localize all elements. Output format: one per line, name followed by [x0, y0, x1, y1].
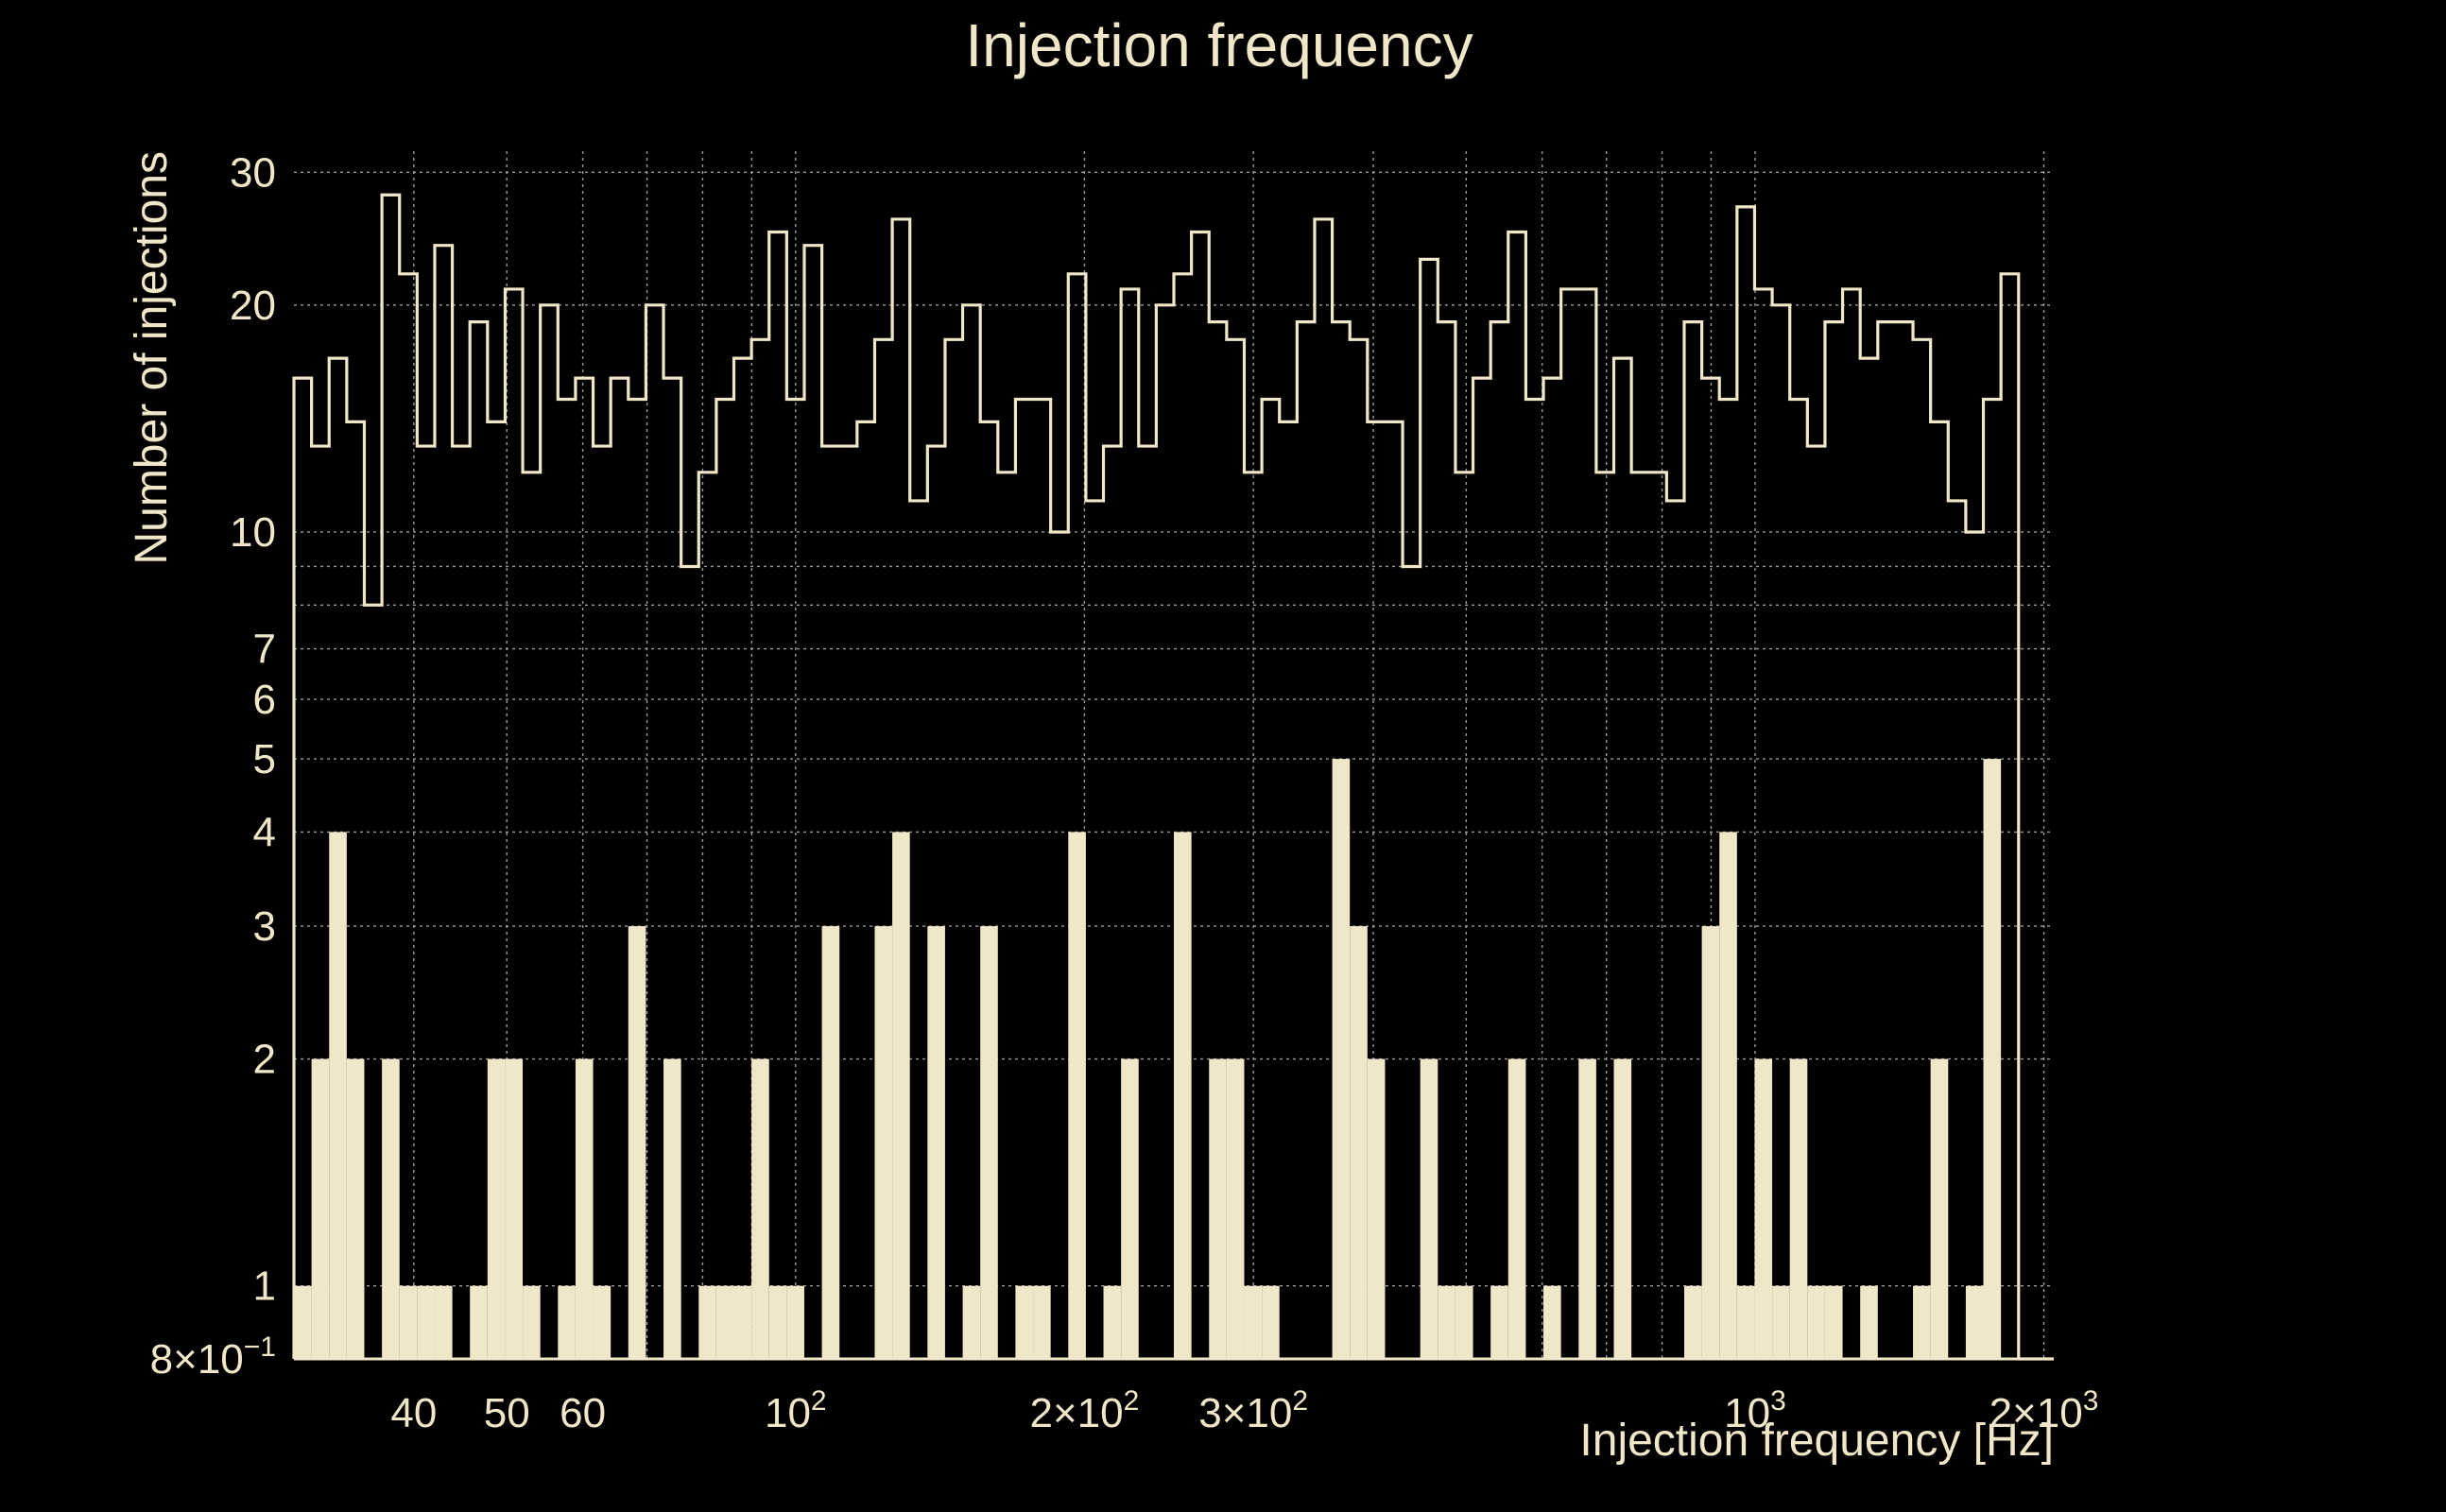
histogram-bar — [558, 1285, 576, 1359]
histogram-bar — [628, 926, 646, 1359]
histogram-bar — [329, 832, 347, 1359]
y-tick-label: 8×10−1 — [150, 1332, 276, 1383]
histogram-bar — [1244, 1285, 1263, 1359]
histogram-bar — [1754, 1058, 1773, 1359]
filled-histogram — [294, 759, 2002, 1359]
y-tick-label: 30 — [230, 149, 276, 196]
histogram-bar — [892, 832, 910, 1359]
histogram-bar — [733, 1285, 752, 1359]
histogram-bar — [1350, 926, 1368, 1359]
histogram-bar — [1068, 832, 1086, 1359]
y-tick-label: 2 — [253, 1037, 276, 1083]
histogram-bar — [1772, 1285, 1790, 1359]
histogram-bar — [1121, 1058, 1139, 1359]
histogram-bar — [1226, 1058, 1245, 1359]
histogram-bar — [1683, 1285, 1702, 1359]
histogram-bar — [1578, 1058, 1596, 1359]
x-tick-label: 2×103 — [1990, 1385, 2099, 1436]
histogram-bar — [1719, 832, 1737, 1359]
y-tick-label: 6 — [253, 677, 276, 723]
histogram-bar — [1930, 1058, 1949, 1359]
x-tick-label: 60 — [560, 1390, 606, 1436]
histogram-bar — [927, 926, 945, 1359]
x-tick-label: 40 — [390, 1390, 437, 1436]
x-tick-label: 50 — [484, 1390, 530, 1436]
x-tick-labels: 40 50 60 102 2×102 3×102 103 2×103 — [390, 1385, 2098, 1436]
step-series-line — [292, 193, 2054, 1361]
histogram-bar — [346, 1058, 365, 1359]
y-tick-label: 3 — [253, 903, 276, 950]
histogram-bar — [382, 1058, 400, 1359]
x-tick-label: 102 — [765, 1385, 827, 1436]
histogram-bar — [768, 1285, 787, 1359]
histogram-bar — [523, 1285, 541, 1359]
histogram-bar — [1174, 832, 1192, 1359]
histogram-bar — [575, 1058, 594, 1359]
histogram-bar — [663, 1058, 681, 1359]
histogram-bar — [417, 1285, 435, 1359]
histogram-bar — [505, 1058, 524, 1359]
histogram-bar — [1983, 759, 2002, 1359]
histogram-bar — [311, 1058, 330, 1359]
histogram-bar — [1455, 1285, 1473, 1359]
histogram-bar — [1367, 1058, 1386, 1359]
histogram-bar — [715, 1285, 734, 1359]
histogram-bar — [1033, 1285, 1051, 1359]
histogram-bar — [874, 926, 893, 1359]
histogram-bar — [1332, 759, 1351, 1359]
x-tick-label: 3×102 — [1198, 1385, 1308, 1436]
histogram-bar — [1613, 1058, 1632, 1359]
histogram-bar — [1420, 1058, 1438, 1359]
y-tick-labels: 8×10−1 1 2 3 4 5 67 10 20 30 — [150, 149, 276, 1383]
y-tick-label: 7 — [253, 627, 276, 673]
histogram-bar — [1913, 1285, 1931, 1359]
histogram-bar — [1103, 1285, 1122, 1359]
chart-title: Injection frequency — [965, 11, 1473, 79]
y-axis-label: Number of injections — [127, 151, 177, 565]
x-tick-label: 2×102 — [1029, 1385, 1139, 1436]
histogram-bar — [1490, 1285, 1508, 1359]
histogram-bar — [1262, 1285, 1280, 1359]
y-tick-label: 20 — [230, 283, 276, 329]
histogram-bar — [1965, 1285, 1984, 1359]
histogram-bar — [1789, 1058, 1808, 1359]
y-tick-label: 10 — [230, 509, 276, 556]
histogram-bar — [1438, 1285, 1456, 1359]
histogram-bar — [470, 1285, 488, 1359]
histogram-bar — [1701, 926, 1720, 1359]
histogram-bar — [593, 1285, 612, 1359]
histogram-bar — [487, 1058, 506, 1359]
histogram-bar — [1209, 1058, 1227, 1359]
histogram-bar — [1507, 1058, 1526, 1359]
histogram-bar — [1736, 1285, 1755, 1359]
histogram-bar — [698, 1285, 716, 1359]
x-axis-label: Injection frequency [Hz] — [1579, 1416, 2054, 1466]
x-tick-label: 103 — [1724, 1385, 1786, 1436]
histogram-bar — [751, 1058, 769, 1359]
histogram-bar — [786, 1285, 804, 1359]
histogram-bar — [1824, 1285, 1843, 1359]
y-tick-label: 1 — [253, 1263, 276, 1310]
y-tick-label: 5 — [253, 736, 276, 782]
histogram-bar — [1015, 1285, 1034, 1359]
histogram-bar — [294, 1285, 312, 1359]
y-tick-label: 4 — [253, 809, 276, 855]
histogram-bar — [1860, 1285, 1878, 1359]
step-histogram — [292, 193, 2054, 1361]
histogram-bar — [1543, 1285, 1561, 1359]
histogram-bar — [434, 1285, 453, 1359]
histogram-bar — [1807, 1285, 1825, 1359]
histogram-bar — [821, 926, 840, 1359]
histogram-bar — [980, 926, 998, 1359]
histogram-bar — [962, 1285, 981, 1359]
histogram-bar — [399, 1285, 418, 1359]
